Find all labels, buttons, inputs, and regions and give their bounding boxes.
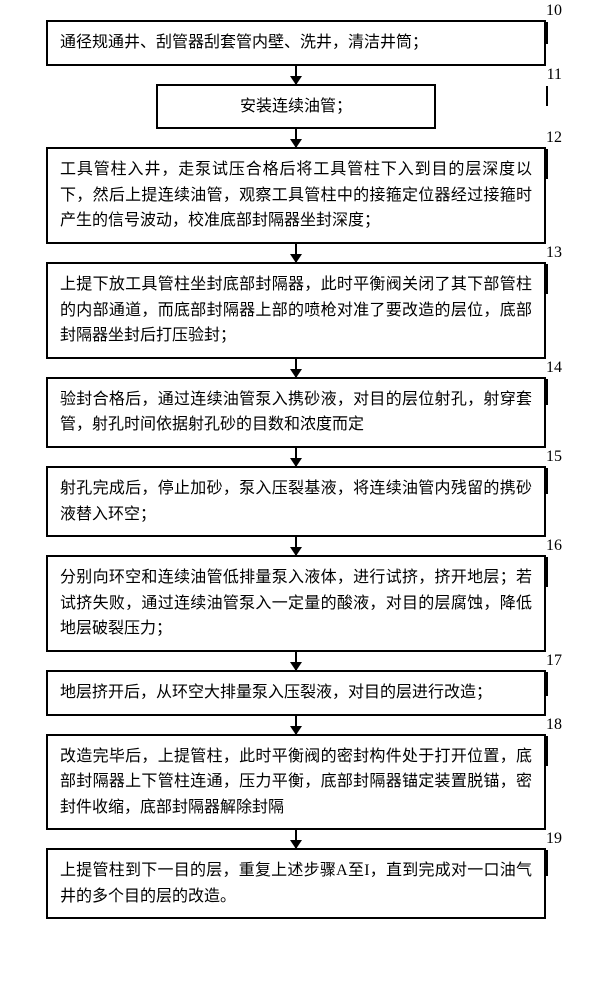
arrow-down-icon (295, 830, 297, 848)
step-row-17: 地层挤开后，从环空大排量泵入压裂液，对目的层进行改造；17 (40, 670, 552, 716)
step-label-number: 17 (546, 652, 562, 670)
step-box-16: 分别向环空和连续油管低排量泵入液体，进行试挤，挤开地层；若试挤失败，通过连续油管… (46, 555, 546, 652)
step-row-15: 射孔完成后，停止加砂，泵入压裂基液，将连续油管内残留的携砂液替入环空；15 (40, 466, 552, 537)
step-label-14: 14 (546, 359, 562, 405)
leader-line (546, 86, 548, 106)
leader-line (546, 149, 548, 179)
step-label-15: 15 (546, 448, 562, 494)
step-row-12: 工具管柱入井，走泵试压合格后将工具管柱下入到目的层深度以下，然后上提连续油管，观… (40, 147, 552, 244)
step-row-14: 验封合格后，通过连续油管泵入携砂液，对目的层位射孔，射穿套管，射孔时间依据射孔砂… (40, 377, 552, 448)
step-box-13: 上提下放工具管柱坐封底部封隔器，此时平衡阀关闭了其下部管柱的内部通道，而底部封隔… (46, 262, 546, 359)
flowchart-container: 通径规通井、刮管器刮套管内壁、洗井，清洁井筒；10 安装连续油管；11 工具管柱入井… (40, 20, 552, 919)
arrow-down-icon (295, 244, 297, 262)
leader-line (546, 557, 548, 587)
step-label-number: 16 (546, 537, 562, 555)
step-box-12: 工具管柱入井，走泵试压合格后将工具管柱下入到目的层深度以下，然后上提连续油管，观… (46, 147, 546, 244)
step-box-11: 安装连续油管； (156, 84, 436, 130)
step-label-10: 10 (546, 2, 562, 44)
step-label-number: 15 (546, 448, 562, 466)
step-box-19: 上提管柱到下一目的层，重复上述步骤A至I，直到完成对一口油气井的多个目的层的改造… (46, 848, 546, 919)
arrow-down-icon (295, 66, 297, 84)
arrow-down-icon (295, 537, 297, 555)
leader-line (546, 468, 548, 494)
step-label-number: 10 (546, 2, 562, 20)
step-label-number: 18 (546, 716, 562, 734)
step-label-number: 11 (547, 66, 562, 84)
step-box-14: 验封合格后，通过连续油管泵入携砂液，对目的层位射孔，射穿套管，射孔时间依据射孔砂… (46, 377, 546, 448)
arrow-down-icon (295, 359, 297, 377)
step-row-16: 分别向环空和连续油管低排量泵入液体，进行试挤，挤开地层；若试挤失败，通过连续油管… (40, 555, 552, 652)
step-label-17: 17 (546, 652, 562, 696)
step-row-13: 上提下放工具管柱坐封底部封隔器，此时平衡阀关闭了其下部管柱的内部通道，而底部封隔… (40, 262, 552, 359)
arrow-down-icon (295, 652, 297, 670)
step-label-13: 13 (546, 244, 562, 294)
leader-line (546, 264, 548, 294)
leader-line (546, 672, 548, 696)
step-box-18: 改造完毕后，上提管柱，此时平衡阀的密封构件处于打开位置，底部封隔器上下管柱连通，… (46, 734, 546, 831)
arrow-down-icon (295, 448, 297, 466)
step-label-18: 18 (546, 716, 562, 766)
arrow-down-icon (295, 716, 297, 734)
step-box-15: 射孔完成后，停止加砂，泵入压裂基液，将连续油管内残留的携砂液替入环空； (46, 466, 546, 537)
leader-line (546, 379, 548, 405)
step-label-number: 19 (546, 830, 562, 848)
leader-line (546, 850, 548, 876)
step-row-11: 安装连续油管；11 (40, 84, 552, 130)
step-row-19: 上提管柱到下一目的层，重复上述步骤A至I，直到完成对一口油气井的多个目的层的改造… (40, 848, 552, 919)
step-box-17: 地层挤开后，从环空大排量泵入压裂液，对目的层进行改造； (46, 670, 546, 716)
step-row-18: 改造完毕后，上提管柱，此时平衡阀的密封构件处于打开位置，底部封隔器上下管柱连通，… (40, 734, 552, 831)
step-label-16: 16 (546, 537, 562, 587)
leader-line (546, 736, 548, 766)
step-label-number: 12 (546, 129, 562, 147)
step-box-10: 通径规通井、刮管器刮套管内壁、洗井，清洁井筒； (46, 20, 546, 66)
step-label-number: 13 (546, 244, 562, 262)
arrow-down-icon (295, 129, 297, 147)
step-label-12: 12 (546, 129, 562, 179)
step-label-number: 14 (546, 359, 562, 377)
step-label-19: 19 (546, 830, 562, 876)
step-label-11: 11 (546, 66, 562, 106)
step-row-10: 通径规通井、刮管器刮套管内壁、洗井，清洁井筒；10 (40, 20, 552, 66)
leader-line (546, 22, 548, 44)
